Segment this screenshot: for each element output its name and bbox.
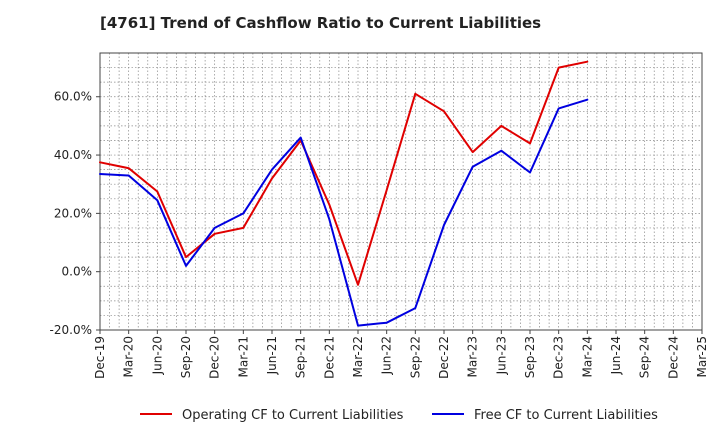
x-tick-label: Jun-20 [150,336,164,375]
x-tick-label: Jun-22 [380,336,394,375]
y-tick-label: -20.0% [50,323,92,337]
free-cf-series-line [99,98,589,327]
plot-border [99,52,703,331]
x-tick-label: Sep-20 [179,336,193,378]
x-tick-label: Sep-24 [638,336,652,378]
y-tick-label: 40.0% [54,148,92,162]
x-tick-label: Dec-22 [437,336,451,379]
y-tick-label: 0.0% [62,265,93,279]
legend-label: Free CF to Current Liabilities [474,408,658,423]
x-tick-label: Dec-24 [666,336,680,379]
x-tick-label: Mar-20 [122,336,136,377]
legend-label: Operating CF to Current Liabilities [182,408,404,423]
x-tick-label: Mar-24 [580,336,594,377]
x-tick-label: Dec-20 [208,336,222,379]
x-tick-label: Sep-22 [408,336,422,378]
x-tick-label: Jun-23 [494,336,508,375]
x-tick-label: Jun-24 [609,336,623,375]
y-tick-label: 60.0% [54,90,92,104]
x-tick-label: Mar-22 [351,336,365,377]
x-tick-label: Mar-23 [466,336,480,377]
x-tick-label: Sep-21 [294,336,308,378]
chart-title: [4761] Trend of Cashflow Ratio to Curren… [100,14,542,32]
x-tick-label: Jun-21 [265,336,279,375]
y-tick-label: 20.0% [54,206,92,220]
x-tick-label: Dec-21 [322,336,336,379]
operating-cf-series-line [99,60,589,286]
x-tick-label: Dec-19 [93,336,107,379]
x-tick-label: Mar-21 [236,336,250,377]
plot-area [100,53,702,330]
x-tick-label: Sep-23 [523,336,537,378]
x-tick-label: Dec-23 [552,336,566,379]
x-tick-label: Mar-25 [695,336,709,377]
